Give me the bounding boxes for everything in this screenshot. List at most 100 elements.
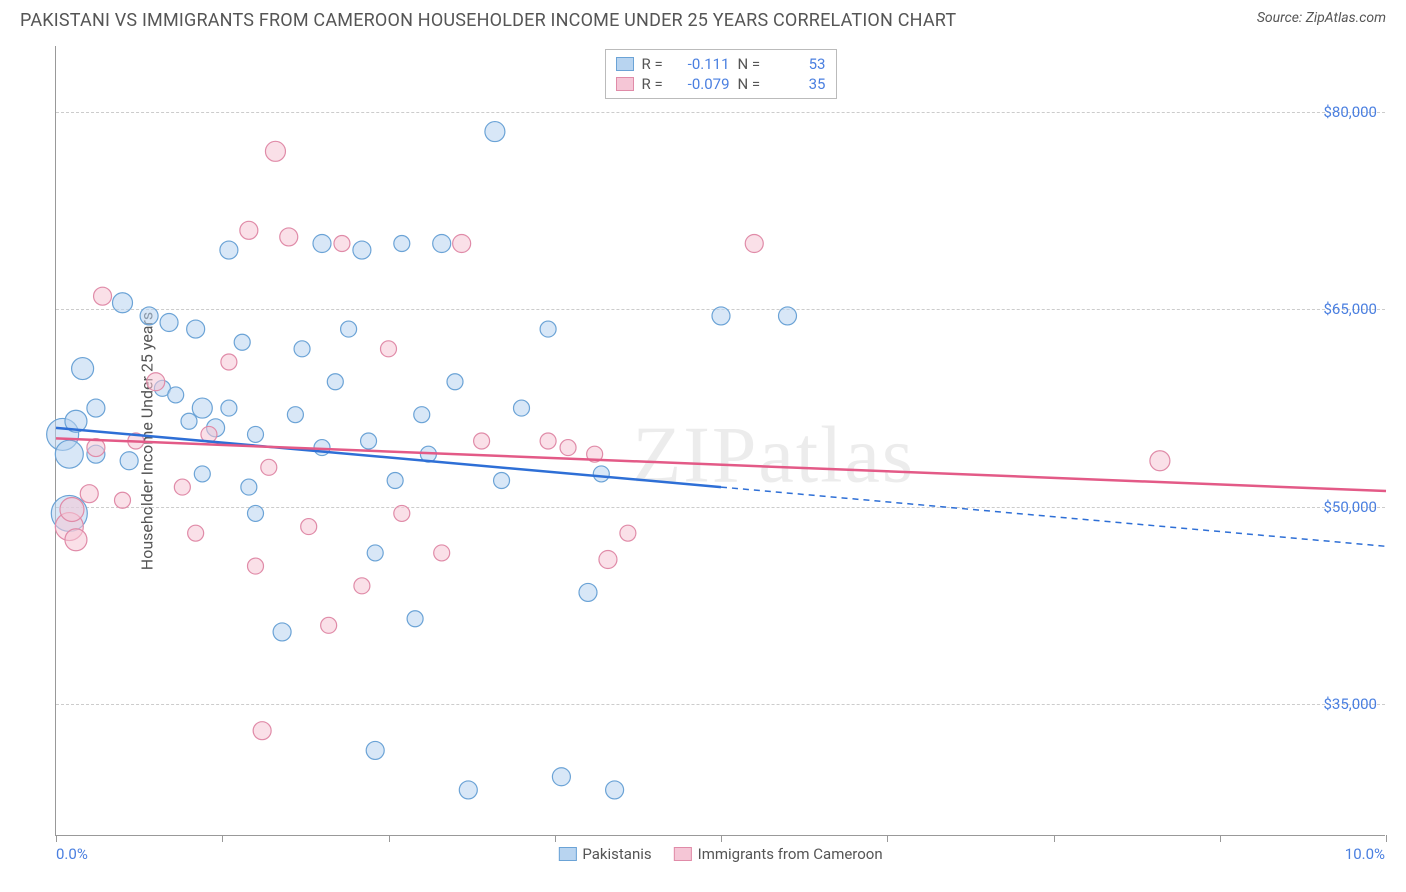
data-point — [301, 519, 317, 535]
data-point — [220, 241, 238, 259]
data-point — [579, 583, 597, 601]
stat-value: 35 — [774, 75, 826, 93]
data-point — [60, 497, 84, 521]
data-point — [240, 221, 258, 239]
data-point — [327, 374, 343, 390]
data-point — [394, 505, 410, 521]
data-point — [287, 407, 303, 423]
data-point — [560, 440, 576, 456]
data-point — [313, 235, 331, 253]
x-tick — [1054, 835, 1055, 842]
data-point — [55, 440, 83, 468]
data-point — [234, 334, 250, 350]
data-point — [273, 623, 291, 641]
data-point — [453, 235, 471, 253]
data-point — [261, 459, 277, 475]
source-label: Source: ZipAtlas.com — [1257, 10, 1386, 26]
data-point — [540, 433, 556, 449]
data-point — [265, 141, 285, 161]
data-point — [712, 307, 730, 325]
data-point — [147, 373, 165, 391]
data-point — [459, 781, 477, 799]
data-point — [187, 320, 205, 338]
data-point — [353, 241, 371, 259]
data-point — [253, 722, 271, 740]
data-point — [366, 741, 384, 759]
x-tick — [56, 835, 57, 842]
legend-item: Pakistanis — [558, 845, 651, 863]
legend-item: Immigrants from Cameroon — [674, 845, 883, 863]
data-point — [192, 398, 212, 418]
chart-area: Householder Income Under 25 years ZIPatl… — [55, 46, 1385, 836]
data-point — [87, 399, 105, 417]
data-point — [552, 768, 570, 786]
x-tick — [222, 835, 223, 842]
legend-label: Immigrants from Cameroon — [698, 845, 883, 863]
data-point — [248, 505, 264, 521]
x-axis-min-label: 0.0% — [56, 845, 88, 863]
swatch-icon — [674, 847, 692, 861]
data-point — [115, 492, 131, 508]
x-tick — [721, 835, 722, 842]
data-point — [494, 473, 510, 489]
data-point — [779, 307, 797, 325]
data-point — [447, 374, 463, 390]
data-point — [433, 235, 451, 253]
data-point — [620, 525, 636, 541]
stat-value: -0.079 — [678, 75, 730, 93]
stat-value: 53 — [774, 55, 826, 73]
data-point — [113, 293, 133, 313]
swatch-icon — [616, 57, 634, 71]
data-point — [745, 235, 763, 253]
data-point — [72, 358, 94, 380]
x-tick — [887, 835, 888, 842]
data-point — [294, 341, 310, 357]
x-tick — [389, 835, 390, 842]
stat-label: N = — [738, 75, 766, 93]
x-tick — [1386, 835, 1387, 842]
data-point — [221, 354, 237, 370]
data-point — [120, 452, 138, 470]
data-point — [387, 473, 403, 489]
data-point — [248, 558, 264, 574]
stat-label: N = — [738, 55, 766, 73]
data-point — [593, 466, 609, 482]
legend-label: Pakistanis — [582, 845, 651, 863]
stat-label: R = — [642, 55, 670, 73]
swatch-icon — [616, 77, 634, 91]
x-tick — [1220, 835, 1221, 842]
data-point — [394, 236, 410, 252]
chart-title: PAKISTANI VS IMMIGRANTS FROM CAMEROON HO… — [20, 10, 956, 31]
data-point — [606, 781, 624, 799]
data-point — [280, 228, 298, 246]
data-point — [434, 545, 450, 561]
data-point — [540, 321, 556, 337]
data-point — [514, 400, 530, 416]
data-point — [599, 551, 617, 569]
swatch-icon — [558, 847, 576, 861]
data-point — [160, 314, 178, 332]
data-point — [194, 466, 210, 482]
data-point — [248, 426, 264, 442]
stats-legend: R = -0.111 N = 53 R = -0.079 N = 35 — [605, 49, 837, 99]
data-point — [80, 485, 98, 503]
x-tick — [555, 835, 556, 842]
x-axis-max-label: 10.0% — [1345, 845, 1385, 863]
data-point — [94, 287, 112, 305]
data-point — [485, 122, 505, 142]
data-point — [174, 479, 190, 495]
data-point — [354, 578, 370, 594]
data-point — [65, 529, 87, 551]
stat-label: R = — [642, 75, 670, 93]
data-point — [140, 307, 158, 325]
data-point — [361, 433, 377, 449]
trend-line-extrapolated — [721, 487, 1386, 546]
data-point — [168, 387, 184, 403]
data-point — [414, 407, 430, 423]
data-point — [181, 413, 197, 429]
data-point — [367, 545, 383, 561]
data-point — [1150, 451, 1170, 471]
data-point — [188, 525, 204, 541]
data-point — [474, 433, 490, 449]
data-point — [341, 321, 357, 337]
